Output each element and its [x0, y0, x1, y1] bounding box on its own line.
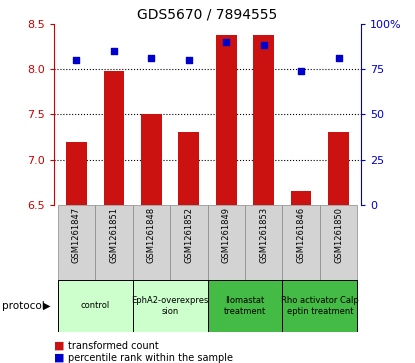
Text: protocol: protocol: [2, 301, 45, 311]
Text: GSM1261853: GSM1261853: [259, 207, 268, 264]
Bar: [104, 71, 124, 205]
Point: [110, 48, 117, 54]
Text: GSM1261846: GSM1261846: [297, 207, 305, 264]
Text: GSM1261852: GSM1261852: [184, 207, 193, 263]
Text: Rho activator Calp
eptin treatment: Rho activator Calp eptin treatment: [281, 296, 359, 315]
Bar: [170, 205, 208, 280]
Text: control: control: [81, 301, 110, 310]
Bar: [291, 192, 311, 205]
Point: [73, 57, 80, 63]
Point: [186, 57, 192, 63]
Text: EphA2-overexpres
sion: EphA2-overexpres sion: [132, 296, 209, 315]
Text: GSM1261851: GSM1261851: [110, 207, 118, 263]
Bar: [133, 280, 208, 332]
Bar: [141, 114, 161, 205]
Text: ■: ■: [54, 340, 64, 351]
Text: GSM1261847: GSM1261847: [72, 207, 81, 264]
Bar: [133, 205, 170, 280]
Bar: [95, 205, 133, 280]
Bar: [216, 36, 237, 205]
Bar: [282, 205, 320, 280]
Bar: [254, 36, 274, 205]
Bar: [320, 205, 357, 280]
Text: Ilomastat
treatment: Ilomastat treatment: [224, 296, 266, 315]
Bar: [282, 280, 357, 332]
Bar: [58, 205, 95, 280]
Text: GSM1261850: GSM1261850: [334, 207, 343, 263]
Bar: [208, 280, 282, 332]
Text: percentile rank within the sample: percentile rank within the sample: [68, 352, 234, 363]
Point: [260, 42, 267, 48]
Bar: [66, 142, 87, 205]
Bar: [58, 280, 133, 332]
Point: [148, 55, 155, 61]
Bar: [208, 205, 245, 280]
Bar: [328, 132, 349, 205]
Text: transformed count: transformed count: [68, 340, 159, 351]
Bar: [245, 205, 282, 280]
Text: GSM1261848: GSM1261848: [147, 207, 156, 264]
Point: [223, 39, 229, 45]
Bar: [178, 132, 199, 205]
Point: [335, 55, 342, 61]
Title: GDS5670 / 7894555: GDS5670 / 7894555: [137, 7, 278, 21]
Point: [298, 68, 305, 74]
Text: ■: ■: [54, 352, 64, 363]
Text: GSM1261849: GSM1261849: [222, 207, 231, 263]
Text: ▶: ▶: [43, 301, 50, 311]
